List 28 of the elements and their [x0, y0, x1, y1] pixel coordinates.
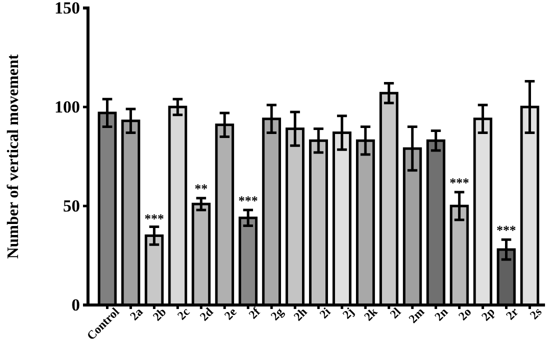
y-tick-label: 150 — [54, 0, 80, 18]
y-tick-label: 50 — [63, 196, 80, 216]
x-tick-label: 2i — [316, 304, 334, 322]
x-tick-label: 2f — [246, 304, 264, 322]
x-tick-label: 2l — [387, 304, 404, 322]
x-tick-label: 2n — [432, 304, 451, 324]
x-tick-label: 2g — [268, 304, 286, 324]
annotation: *** — [144, 210, 164, 226]
x-tick-label: 2b — [150, 304, 170, 324]
x-tick-label: 2d — [196, 304, 216, 324]
annotation: *** — [238, 192, 258, 208]
x-tick-label: 2r — [503, 304, 522, 323]
y-axis-title: Number of vertical movement — [5, 54, 22, 259]
x-tick-label: 2a — [127, 304, 146, 324]
x-tick-label: 2o — [456, 304, 474, 324]
x-tick-label: 2c — [174, 304, 193, 323]
y-tick-label: 0 — [72, 295, 80, 314]
x-tick-label: 2p — [478, 304, 498, 324]
x-tick-label: 2j — [340, 304, 357, 322]
annotation: ** — [194, 181, 208, 196]
x-tick-label: 2k — [361, 304, 380, 324]
x-tick-label: 2m — [406, 304, 428, 326]
y-tick-label: 100 — [54, 97, 80, 116]
x-tick-label: 2e — [221, 304, 240, 323]
annotation: *** — [450, 175, 470, 190]
x-tick-label: 2s — [527, 304, 545, 322]
x-tick-label: 2h — [290, 304, 310, 324]
annotation: *** — [496, 222, 516, 238]
